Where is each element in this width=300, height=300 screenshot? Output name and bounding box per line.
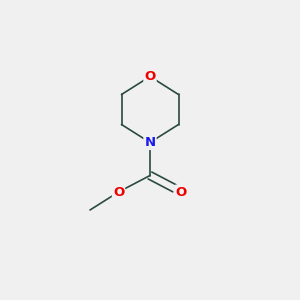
Text: O: O [176,185,187,199]
Text: O: O [113,185,124,199]
Text: O: O [144,70,156,83]
Text: N: N [144,136,156,149]
